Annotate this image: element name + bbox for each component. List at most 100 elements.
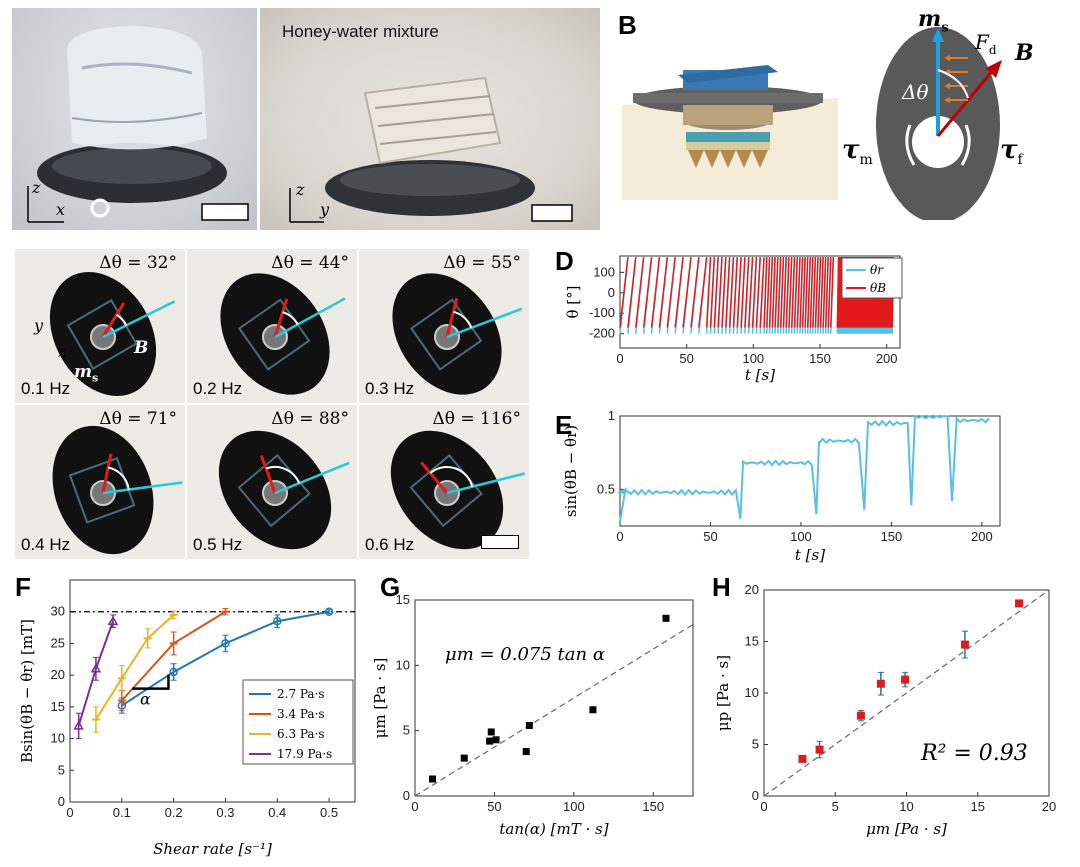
x-tick-label: 50 (703, 529, 717, 544)
m-s-label: ms (918, 6, 949, 36)
ms-vector (102, 300, 176, 339)
b-vector (273, 298, 289, 338)
fit-line (414, 623, 694, 797)
legend-entry-r: θr (870, 263, 884, 277)
frame-2: Δθ = 44° 0.2 Hz (186, 248, 358, 404)
data-point (1015, 599, 1024, 608)
x-tick-label: 0.5 (320, 805, 338, 820)
frequency-value: 0.6 Hz (365, 535, 415, 554)
y-tick-label: 10 (51, 731, 65, 746)
ms-vector (446, 307, 523, 339)
data-point (273, 616, 282, 626)
ms-vector (274, 461, 350, 495)
x-tick-label: 0 (616, 351, 623, 366)
x-tick-label: 20 (1042, 799, 1056, 814)
series-3 (91, 610, 178, 733)
y-tick-label: 20 (51, 667, 65, 682)
frame-axis-x: x (58, 342, 68, 361)
data-point (428, 775, 436, 783)
series-2 (117, 608, 230, 712)
delta-theta-value: Δθ = 55° (443, 253, 521, 273)
b-field-label: B (1015, 40, 1034, 66)
scale-bar (481, 535, 519, 549)
frame-axis-y: y (34, 316, 44, 335)
y-tick-label: 0 (58, 794, 65, 809)
y-tick-label: -100 (589, 305, 615, 320)
data-point (487, 728, 495, 736)
frame-drawing (218, 430, 350, 550)
data-point (525, 721, 533, 729)
angle-arc (116, 313, 128, 326)
legend: θr θB (841, 257, 903, 299)
panel-label-h: H (712, 572, 731, 602)
chart-g-mu-vs-tan: 0 50 100 150 0 5 10 15 tan(α) [mT · s] μm [Pa · s… (371, 592, 694, 838)
x-tick-label: 0 (760, 799, 767, 814)
data-point (815, 745, 824, 754)
photo-a-left: z x (12, 8, 257, 230)
series-1 (117, 607, 334, 714)
frame-3: Δθ = 55° 0.3 Hz (358, 248, 530, 404)
frequency-value: 0.5 Hz (193, 535, 243, 554)
y-tick-label: 0 (403, 788, 410, 803)
honey-water-caption: Honey-water mixture (282, 22, 439, 41)
panel-label-g: G (380, 572, 401, 602)
axis-z-label: z (32, 178, 41, 197)
x-tick-label: 0.2 (165, 805, 183, 820)
legend-entry-b: θB (870, 281, 886, 295)
data-point (901, 675, 910, 684)
frame-drawing (220, 273, 346, 395)
frequency-value: 0.1 Hz (21, 379, 71, 398)
frequency-value: 0.2 Hz (193, 379, 243, 398)
angle-arc (453, 310, 473, 329)
chart-f-shear-rate: 0 0.1 0.2 0.3 0.4 0.5 0 5 10 15 20 25 30 Shear rate [… (18, 579, 356, 858)
frame-drawing (52, 425, 183, 555)
y-axis-label: μp [Pa · s] (714, 655, 732, 731)
data-point (856, 711, 865, 720)
x-tick-label: 0.3 (216, 805, 234, 820)
x-tick-label: 150 (809, 351, 831, 366)
y-axis-label: Bsin(θB − θr) [mT] (18, 619, 36, 763)
frame-drawing (390, 430, 525, 550)
legend-entry: 17.9 Pa·s (277, 747, 332, 761)
data-point (876, 679, 885, 688)
x-tick-label: 200 (876, 351, 898, 366)
plot-frame (619, 415, 1001, 527)
b-vector (420, 461, 449, 494)
fit-equation: μm = 0.075 tan α (445, 644, 605, 665)
frame-4: Δθ = 71° 0.4 Hz (14, 404, 186, 560)
y-tick-label: 5 (58, 762, 65, 777)
series-4 (73, 614, 119, 740)
data-point (221, 639, 230, 648)
x-tick-label: 15 (971, 799, 985, 814)
photo-a-right: Honey-water mixture z y (260, 8, 600, 230)
y-tick-label: 0 (752, 788, 759, 803)
y-tick-label: 25 (51, 635, 65, 650)
y-tick-label: 100 (593, 264, 615, 279)
y-tick-label: 0 (608, 285, 615, 300)
y-axis-label: sin(θB − θr) (562, 425, 580, 517)
frame-1: Δθ = 32° 0.1 Hz (14, 248, 186, 404)
r-squared: R² = 0.93 (920, 741, 1028, 766)
b-vector (101, 453, 113, 494)
data-point (522, 748, 530, 756)
data-point (589, 706, 597, 714)
y-axis-label: θ [°] (564, 285, 582, 318)
y-tick-label: 5 (403, 723, 410, 738)
b-vector (259, 454, 277, 494)
y-tick-label: 30 (51, 604, 65, 619)
identity-line (763, 589, 1050, 797)
y-tick-label: 15 (396, 592, 410, 607)
frequency-value: 0.3 Hz (365, 379, 415, 398)
legend-box (841, 257, 903, 299)
delta-theta-value: Δθ = 88° (271, 409, 349, 429)
angle-arc (429, 466, 474, 487)
y-tick-label: 15 (745, 634, 759, 649)
delta-theta-value: Δθ = 116° (432, 409, 521, 429)
legend-entry: 2.7 Pa·s (277, 687, 325, 701)
tau-m-label: τm (842, 135, 873, 169)
frame-drawing (392, 273, 523, 395)
data-point (169, 667, 178, 677)
frame-grid: Δθ = 32° 0.1 Hz Δθ = 44° 0.2 Hz Δθ = 55° 0.3 … (14, 248, 530, 560)
frame-6: Δθ = 116° 0.6 Hz (358, 404, 530, 560)
y-tick-label: 10 (396, 657, 410, 672)
